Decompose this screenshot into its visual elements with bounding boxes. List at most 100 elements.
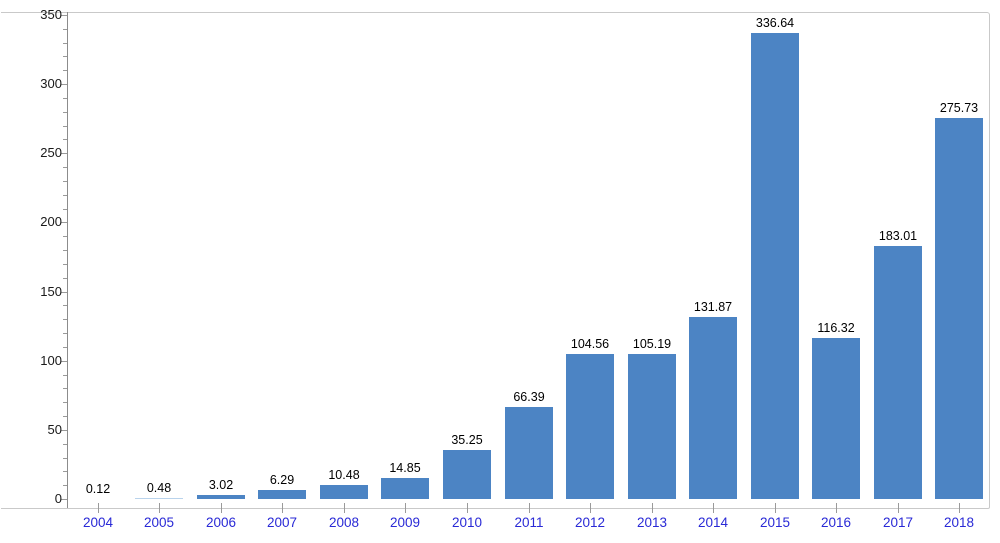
x-tick-label-2011[interactable]: 2011 (514, 515, 544, 530)
bar (381, 478, 429, 499)
y-major-tick (61, 84, 67, 85)
x-tick-label-2016[interactable]: 2016 (820, 515, 852, 530)
y-minor-tick (63, 458, 67, 459)
bar (812, 338, 860, 499)
bar-value-label: 14.85 (389, 461, 421, 475)
x-tick-label-2015[interactable]: 2015 (759, 515, 791, 530)
bar-value-label: 0.48 (146, 481, 172, 495)
x-tick-label-2007[interactable]: 2007 (266, 515, 298, 530)
y-minor-tick (63, 112, 67, 113)
bar (628, 354, 676, 499)
bar (135, 498, 183, 499)
bar-value-label: 0.12 (85, 482, 111, 496)
y-minor-tick (63, 375, 67, 376)
y-minor-tick (63, 195, 67, 196)
x-tick-label-2005[interactable]: 2005 (143, 515, 175, 530)
y-minor-tick (63, 319, 67, 320)
x-tick (836, 503, 837, 513)
x-tick-label-2017[interactable]: 2017 (882, 515, 914, 530)
y-major-tick (61, 222, 67, 223)
bar-value-label: 6.29 (269, 473, 295, 487)
x-tick-label-2006[interactable]: 2006 (205, 515, 237, 530)
y-minor-tick (63, 29, 67, 30)
y-major-tick (61, 430, 67, 431)
x-tick (959, 503, 960, 513)
x-tick (898, 503, 899, 513)
x-tick (529, 503, 530, 513)
y-tick-label: 300 (40, 76, 62, 91)
y-tick-label: 50 (47, 422, 62, 437)
bar-value-label: 105.19 (632, 337, 672, 351)
x-tick (98, 503, 99, 513)
bar-value-label: 183.01 (878, 229, 918, 243)
y-minor-tick (63, 333, 67, 334)
bar (443, 450, 491, 499)
bar (197, 495, 245, 499)
x-tick-label-2013[interactable]: 2013 (636, 515, 668, 530)
y-minor-tick (63, 485, 67, 486)
bar-value-label: 336.64 (755, 16, 795, 30)
x-tick-label-2010[interactable]: 2010 (451, 515, 483, 530)
bar (689, 317, 737, 499)
bar-value-label: 104.56 (570, 337, 610, 351)
bar-value-label: 116.32 (817, 321, 855, 335)
bar-value-label: 10.48 (328, 468, 360, 482)
y-tick-label: 350 (40, 7, 62, 22)
y-minor-tick (63, 167, 67, 168)
y-minor-tick (63, 264, 67, 265)
x-tick (775, 503, 776, 513)
y-minor-tick (63, 70, 67, 71)
y-minor-tick (63, 444, 67, 445)
y-minor-tick (63, 250, 67, 251)
plot-frame (1, 12, 990, 509)
y-minor-tick (63, 305, 67, 306)
x-tick-label-2009[interactable]: 2009 (389, 515, 421, 530)
x-tick (221, 503, 222, 513)
x-tick-label-2012[interactable]: 2012 (574, 515, 606, 530)
x-tick (282, 503, 283, 513)
bar-value-label: 66.39 (513, 390, 545, 404)
y-minor-tick (63, 126, 67, 127)
bar (505, 407, 553, 499)
y-minor-tick (63, 209, 67, 210)
y-minor-tick (63, 347, 67, 348)
x-tick (344, 503, 345, 513)
y-major-tick (61, 153, 67, 154)
x-tick-label-2018[interactable]: 2018 (943, 515, 975, 530)
y-minor-tick (63, 278, 67, 279)
x-tick-label-2004[interactable]: 2004 (82, 515, 114, 530)
y-tick-label: 0 (54, 491, 62, 506)
bar (935, 118, 983, 499)
x-tick (405, 503, 406, 513)
bar-value-label: 3.02 (208, 478, 234, 492)
x-tick (590, 503, 591, 513)
bar (566, 354, 614, 499)
y-major-tick (61, 499, 67, 500)
x-tick-label-2014[interactable]: 2014 (697, 515, 729, 530)
y-axis-line (67, 12, 68, 508)
x-tick (652, 503, 653, 513)
bar-value-label: 131.87 (693, 300, 733, 314)
y-minor-tick (63, 56, 67, 57)
y-minor-tick (63, 388, 67, 389)
y-tick-label: 250 (40, 145, 62, 160)
bar-value-label: 35.25 (451, 433, 483, 447)
bar (751, 33, 799, 499)
y-minor-tick (63, 181, 67, 182)
y-tick-label: 200 (40, 214, 62, 229)
x-tick (713, 503, 714, 513)
y-minor-tick (63, 236, 67, 237)
y-minor-tick (63, 471, 67, 472)
bar (320, 485, 368, 499)
x-tick (159, 503, 160, 513)
y-major-tick (61, 15, 67, 16)
y-tick-label: 100 (40, 353, 62, 368)
bar-value-label: 275.73 (939, 101, 979, 115)
y-major-tick (61, 361, 67, 362)
x-tick-label-2008[interactable]: 2008 (328, 515, 360, 530)
y-minor-tick (63, 139, 67, 140)
y-minor-tick (63, 43, 67, 44)
bar (258, 490, 306, 499)
x-tick (467, 503, 468, 513)
